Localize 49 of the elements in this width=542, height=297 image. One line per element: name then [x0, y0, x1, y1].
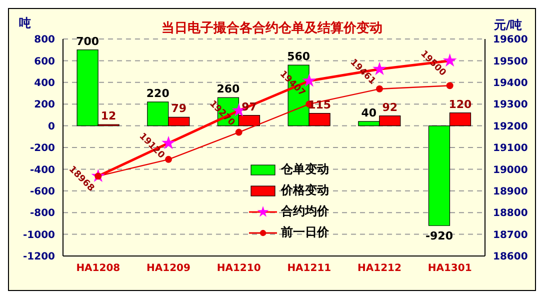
y-tick-label: 0	[48, 121, 56, 132]
y-tick-label: -400	[30, 164, 56, 176]
x-tick-label: HA1301	[428, 263, 472, 274]
legend-label: 价格变动	[281, 182, 329, 199]
x-tick-label: HA1209	[146, 263, 191, 274]
y-tick-label: -1000	[23, 230, 56, 241]
y-axis-title: 吨	[19, 15, 31, 32]
x-tick-label: HA1211	[287, 263, 332, 274]
legend-label: 合约均价	[281, 203, 329, 220]
y2-tick-label: 18700	[493, 230, 528, 241]
y-tick-label: -600	[30, 186, 56, 198]
y2-tick-label: 19200	[493, 121, 528, 132]
x-tick-label: HA1208	[76, 263, 120, 274]
data-label: -920	[425, 230, 454, 243]
data-label: 120	[448, 98, 472, 111]
point	[165, 156, 172, 163]
data-label: 40	[361, 106, 377, 120]
x-tick-label: HA1212	[358, 263, 402, 274]
data-label: 260	[216, 82, 240, 96]
y2-tick-label: 19300	[493, 100, 528, 111]
data-label: 12	[100, 110, 116, 122]
y2-tick-label: 19600	[493, 34, 528, 46]
y2-tick-label: 19500	[493, 56, 528, 68]
legend-label: 前一日价	[281, 224, 329, 241]
y2-axis-title: 元/吨	[492, 17, 524, 34]
y2-tick-label: 19400	[493, 78, 528, 89]
y-tick-label: 600	[34, 56, 56, 68]
y-tick-label: -1200	[23, 252, 56, 263]
y2-tick-label: 18600	[493, 252, 528, 263]
y-tick-label: 800	[34, 34, 56, 46]
y2-tick-label: 19100	[493, 143, 528, 154]
point	[376, 85, 383, 92]
y2-tick-label: 18800	[493, 208, 528, 220]
x-tick-label: HA1210	[216, 263, 261, 274]
chart-title: 当日电子撮合各合约仓单及结算价变动	[162, 21, 382, 36]
legend-label: 仓单变动	[281, 161, 329, 178]
y-tick-label: -800	[30, 208, 56, 220]
y-tick-label: 400	[34, 78, 56, 89]
point	[235, 128, 242, 136]
data-label: 220	[146, 86, 170, 100]
data-label: 700	[76, 34, 100, 48]
y2-tick-label: 19000	[493, 164, 528, 176]
y-tick-label: 200	[34, 100, 56, 111]
y-tick-label: -200	[30, 143, 56, 154]
point	[446, 82, 454, 90]
data-label: 560	[287, 50, 310, 64]
data-label: 92	[382, 100, 398, 114]
y2-tick-label: 18900	[493, 186, 528, 198]
data-label: 79	[171, 102, 187, 116]
